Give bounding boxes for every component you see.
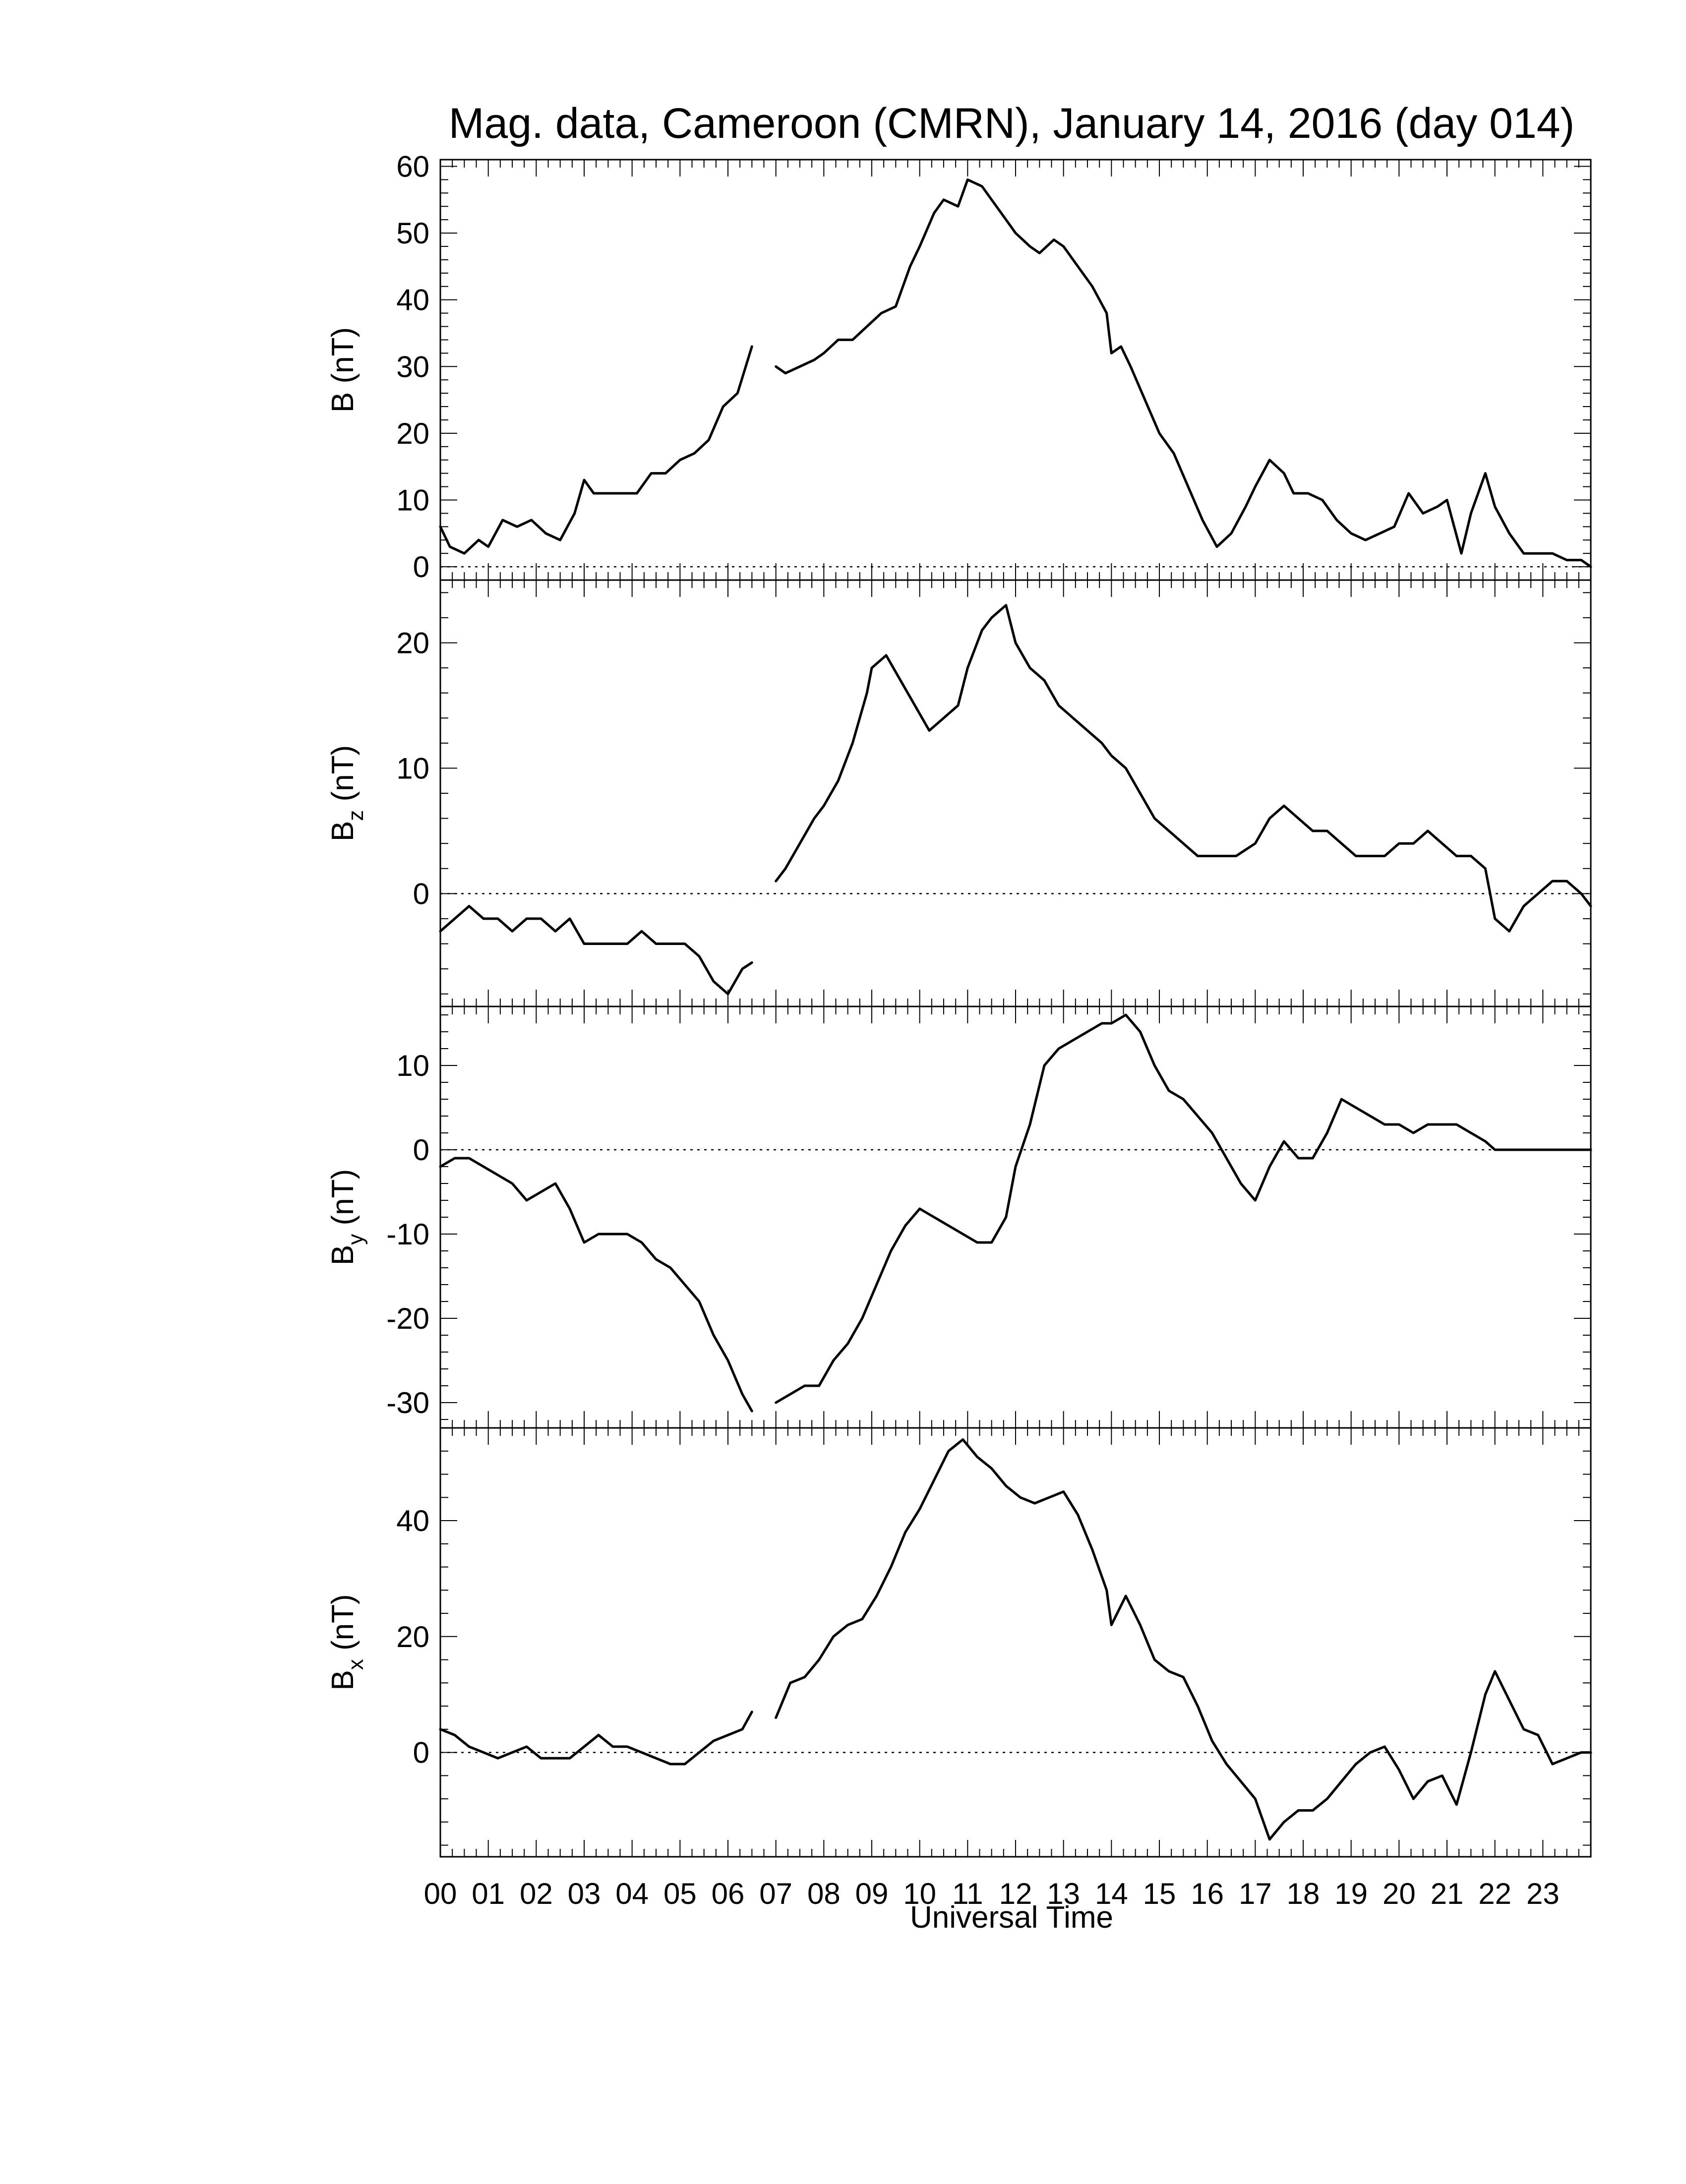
x-tick-label: 16 bbox=[1191, 1877, 1224, 1910]
y-axis-label-main: B bbox=[326, 821, 360, 841]
x-tick-labels: 00 01 02 03 04 05 06 07 08 09 10 11 12 13 14 15 16 17 18 19… bbox=[424, 1877, 1560, 1910]
series-line-Bx-segment-1 bbox=[439, 1711, 753, 1766]
x-tick-label: 21 bbox=[1431, 1877, 1464, 1910]
x-tick-label: 09 bbox=[855, 1877, 889, 1910]
y-tick-label: 30 bbox=[396, 350, 429, 383]
x-axis-label: Universal Time bbox=[910, 1900, 1113, 1935]
x-tick-label: 19 bbox=[1334, 1877, 1368, 1910]
y-axis-label-unit: (nT) bbox=[326, 1169, 360, 1234]
y-tick-label: -30 bbox=[386, 1386, 429, 1419]
y-tick-label: -10 bbox=[386, 1218, 429, 1251]
panel-By: -30 -20 -10 0 10 By (nT) bbox=[326, 1005, 1592, 1429]
panel-B: 0 10 20 30 40 50 60 B (nT) bbox=[326, 150, 1592, 584]
y-tick-label: 40 bbox=[396, 1504, 429, 1537]
y-axis-label-Bx: Bx (nT) bbox=[326, 1594, 368, 1690]
y-tick-label: 20 bbox=[396, 1620, 429, 1653]
x-tick-label: 03 bbox=[568, 1877, 601, 1910]
x-tick-label: 11 bbox=[952, 1877, 983, 1910]
x-tick-label: 22 bbox=[1478, 1877, 1511, 1910]
y-tick-label: 10 bbox=[396, 752, 429, 785]
x-tick-label: 01 bbox=[472, 1877, 505, 1910]
y-tick-label: 0 bbox=[413, 1133, 429, 1167]
series-line-Bx-segment-2 bbox=[775, 1438, 1592, 1841]
x-tick-label: 14 bbox=[1095, 1877, 1128, 1910]
series-line-Bz-segment-2 bbox=[775, 604, 1592, 933]
y-tick-label: 0 bbox=[413, 877, 429, 910]
series-line-Bz-segment-1 bbox=[439, 905, 753, 996]
y-axis-label-unit: (nT) bbox=[326, 327, 360, 392]
y-axis-label-main: B bbox=[326, 392, 360, 413]
y-axis-label-By: By (nT) bbox=[326, 1169, 368, 1265]
x-tick-label: 00 bbox=[424, 1877, 457, 1910]
x-tick-label: 08 bbox=[807, 1877, 841, 1910]
y-axis-label-main: B bbox=[326, 1670, 360, 1690]
x-tick-label: 15 bbox=[1143, 1877, 1176, 1910]
x-tick-label: 13 bbox=[1047, 1877, 1080, 1910]
x-tick-label: 07 bbox=[759, 1877, 792, 1910]
x-tick-label: 04 bbox=[615, 1877, 649, 1910]
x-tick-label: 17 bbox=[1239, 1877, 1272, 1910]
y-tick-label: 60 bbox=[396, 150, 429, 183]
x-tick-label: 10 bbox=[903, 1877, 936, 1910]
y-axis-label-B: B (nT) bbox=[326, 327, 360, 413]
y-tick-label: 10 bbox=[396, 483, 429, 517]
y-tick-label: 0 bbox=[413, 550, 429, 584]
series-line-By-segment-1 bbox=[439, 1157, 753, 1413]
x-tick-label: 06 bbox=[712, 1877, 745, 1910]
y-axis-label-subscript: z bbox=[344, 810, 368, 821]
panel-Bz: 0 10 20 Bz (nT) bbox=[326, 579, 1592, 1007]
y-tick-label: 10 bbox=[396, 1049, 429, 1082]
panel-frame bbox=[439, 159, 1592, 581]
y-tick-label: 0 bbox=[413, 1736, 429, 1770]
y-axis-label-Bz: Bz (nT) bbox=[326, 745, 368, 841]
y-tick-label: 20 bbox=[396, 417, 429, 450]
y-axis-label-unit: (nT) bbox=[326, 1594, 360, 1659]
y-axis-label-unit: (nT) bbox=[326, 745, 360, 810]
y-tick-label: 20 bbox=[396, 626, 429, 659]
panel-Bx: 0 20 40 Bx (nT) bbox=[326, 1427, 1592, 1858]
series-line-B-segment-2 bbox=[775, 178, 1592, 568]
y-tick-label: 40 bbox=[396, 284, 429, 317]
x-tick-label: 23 bbox=[1526, 1877, 1560, 1910]
y-tick-label: 50 bbox=[396, 217, 429, 250]
y-axis-label-main: B bbox=[326, 1245, 360, 1265]
y-axis-label-subscript: x bbox=[344, 1659, 368, 1670]
y-tick-label: -20 bbox=[386, 1302, 429, 1335]
x-tick-label: 20 bbox=[1383, 1877, 1416, 1910]
chart-title: Mag. data, Cameroon (CMRN), January 14, … bbox=[449, 100, 1575, 147]
series-line-By-segment-2 bbox=[775, 1013, 1592, 1404]
series-line-B-segment-1 bbox=[439, 345, 753, 555]
y-axis-label-subscript: y bbox=[344, 1234, 368, 1245]
x-tick-label: 02 bbox=[520, 1877, 553, 1910]
panel-frame bbox=[439, 1005, 1592, 1429]
x-tick-label: 18 bbox=[1287, 1877, 1320, 1910]
x-tick-label: 05 bbox=[663, 1877, 697, 1910]
panels-group: 0 10 20 30 40 50 60 B (nT) 0 10 20 Bz (nT) -30 -20 -10… bbox=[326, 150, 1592, 1858]
x-tick-label: 12 bbox=[999, 1877, 1032, 1910]
